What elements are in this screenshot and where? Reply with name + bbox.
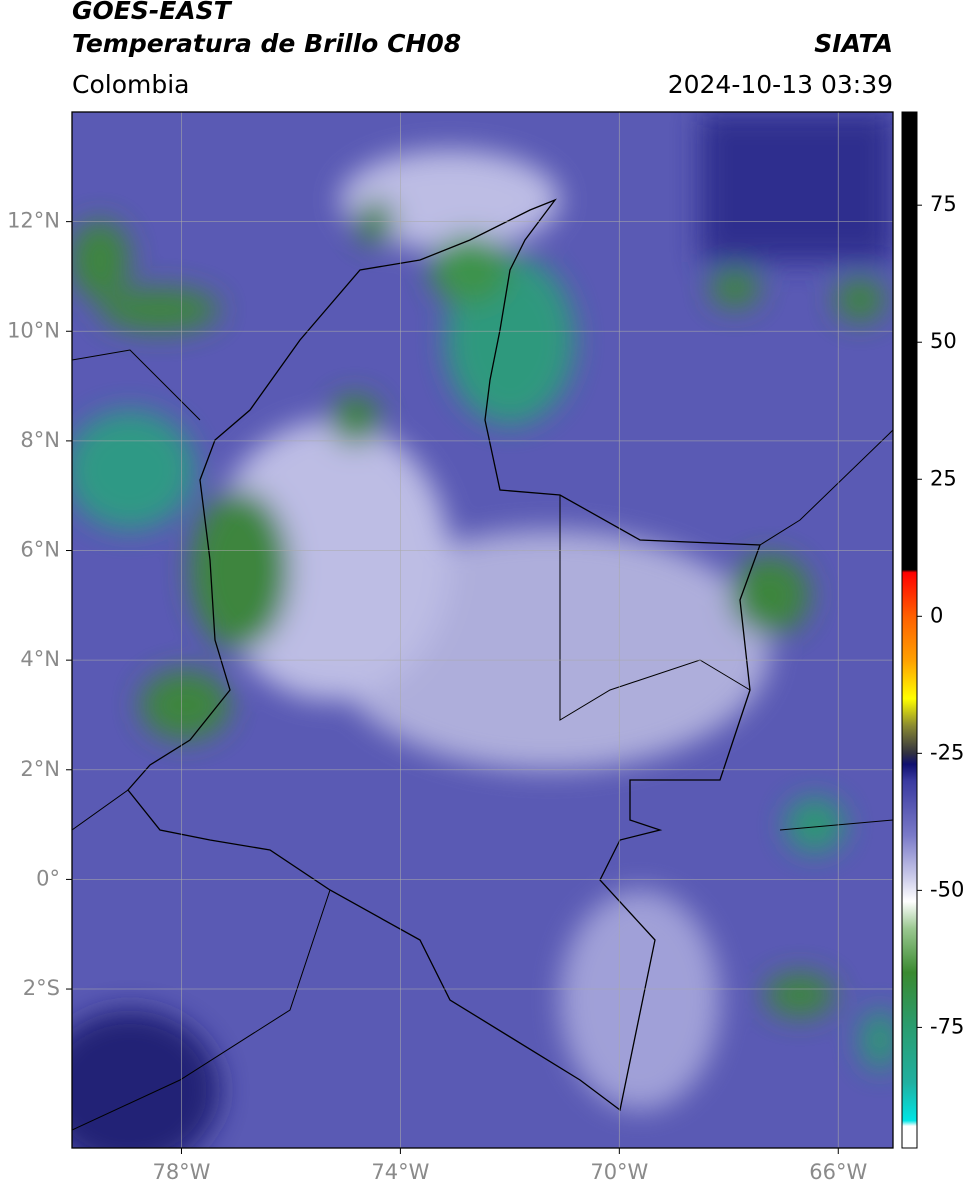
satellite-image	[72, 112, 893, 1148]
map-frame	[71, 111, 894, 1149]
timestamp: 2024-10-13 03:39	[668, 70, 893, 99]
y-tick-label: 10°N	[7, 318, 60, 342]
x-tick-label: 70°W	[590, 1160, 648, 1184]
y-tick-label: 2°N	[20, 757, 60, 781]
colorbar-tick-label: 0	[930, 603, 943, 627]
colorbar-tick-label: 25	[930, 466, 957, 490]
border-lines	[72, 349, 893, 1131]
y-tick-label: 4°N	[20, 647, 60, 671]
country-border	[127, 198, 761, 1112]
colorbar-tick-label: -75	[930, 1014, 964, 1038]
source: SIATA	[814, 29, 893, 58]
y-tick-label: 6°N	[20, 538, 60, 562]
x-tick-label: 66°W	[809, 1160, 867, 1184]
y-tick-label: 0°	[36, 866, 60, 890]
y-tick-label: 8°N	[20, 428, 60, 452]
y-tick-label: 2°S	[23, 976, 60, 1000]
colorbar-tick-label: 50	[930, 329, 957, 353]
colorbar-tick-label: 75	[930, 192, 957, 216]
colorbar-tick-label: -50	[930, 877, 964, 901]
x-tick-label: 74°W	[371, 1160, 429, 1184]
y-tick-label: 12°N	[7, 209, 60, 233]
colorbar-tick-label: -25	[930, 740, 964, 764]
subtitle: Temperatura de Brillo CH08	[72, 29, 461, 58]
x-tick-label: 78°W	[152, 1160, 210, 1184]
title: GOES-EAST	[72, 0, 233, 25]
colorbar	[901, 111, 918, 1149]
region: Colombia	[72, 70, 189, 99]
